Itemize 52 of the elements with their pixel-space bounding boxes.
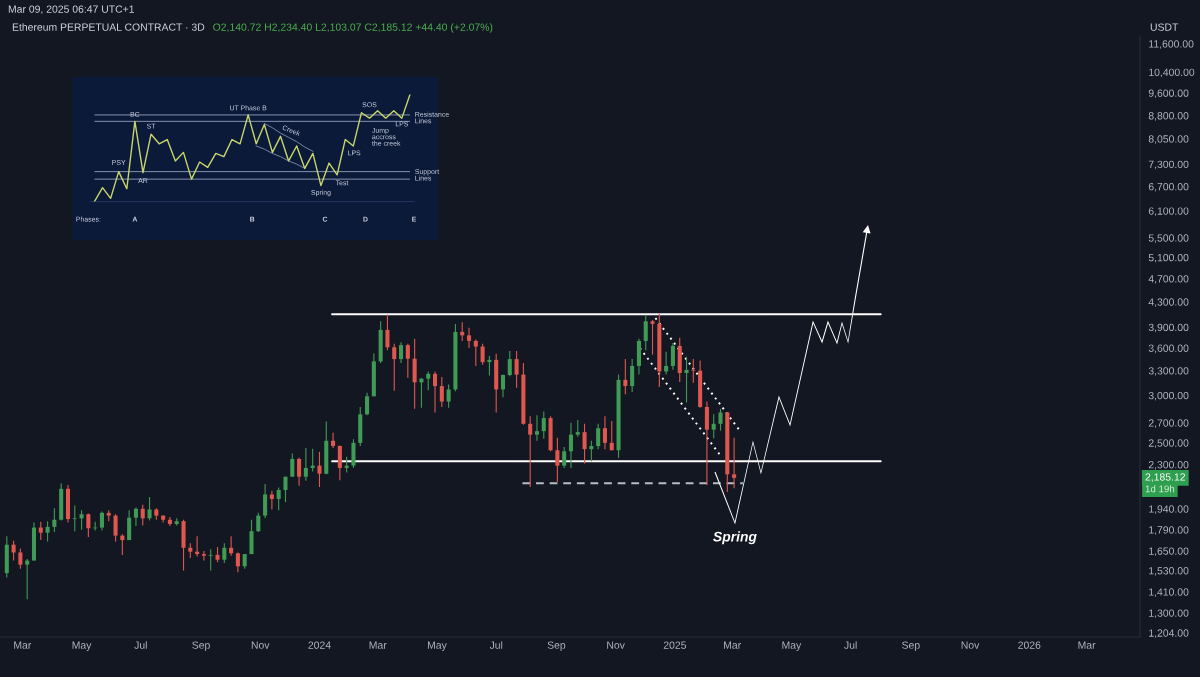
y-tick-label: 2,700.00 — [1148, 419, 1189, 428]
y-tick-label: 3,900.00 — [1148, 323, 1189, 333]
x-tick-label: Mar — [369, 641, 387, 649]
annotation: Spring — [713, 531, 757, 545]
x-tick-label: Mar — [14, 641, 32, 649]
chart-title: Ethereum PERPETUAL CONTRACT · 3D — [12, 23, 205, 31]
y-tick-label: 1,530.00 — [1149, 567, 1189, 576]
y-tick-label: 1,204.00 — [1149, 629, 1189, 638]
y-tick-label: 10,400.00 — [1149, 68, 1195, 78]
y-tick-label: 1,300.00 — [1149, 609, 1189, 619]
x-tick-label: Sep — [902, 641, 920, 651]
x-tick-label: Mar — [724, 641, 741, 649]
x-tick-label: Jul — [134, 641, 147, 649]
y-tick-label: 6,100.00 — [1148, 207, 1189, 216]
y-tick-label: 1,790.00 — [1149, 526, 1189, 535]
y-tick-label: 2,500.00 — [1148, 439, 1189, 448]
y-tick-label: 7,300.00 — [1148, 160, 1189, 170]
y-tick-label: 11,600.00 — [1149, 40, 1194, 49]
y-tick-label: 4,300.00 — [1148, 298, 1189, 307]
x-tick-label: Nov — [251, 641, 270, 649]
y-tick-label: 1,940.00 — [1149, 505, 1189, 514]
y-tick-label: 5,500.00 — [1148, 234, 1189, 243]
y-tick-label: 1,650.00 — [1149, 547, 1189, 557]
y-tick-label: 8,050.00 — [1148, 135, 1189, 144]
y-tick-label: 2,300.00 — [1148, 461, 1189, 470]
x-tick-label: Nov — [607, 641, 625, 649]
y-tick-label: 3,300.00 — [1148, 367, 1189, 376]
y-tick-label: 4,700.00 — [1148, 275, 1189, 284]
x-tick-label: 2025 — [663, 641, 687, 649]
text: Mar 09, 2025 06:47 UTC+1 — [8, 5, 135, 15]
text: 1d 19h — [1145, 485, 1175, 493]
y-tick-label: 5,100.00 — [1148, 253, 1189, 263]
x-tick-label: May — [427, 641, 447, 651]
x-tick-label: Jul — [844, 641, 857, 649]
y-tick-label: 8,800.00 — [1148, 112, 1189, 121]
y-tick-label: 3,000.00 — [1148, 391, 1189, 401]
y-axis-title: USDT — [1150, 23, 1179, 31]
text: O2,140.72 H2,234.40 L2,103.07 C2,185.12 +44.40 (+2.07%) — [213, 23, 493, 33]
x-tick-label: May — [72, 641, 92, 651]
x-tick-label: May — [782, 641, 802, 651]
x-tick-label: Sep — [547, 641, 566, 651]
y-tick-label: 6,700.00 — [1148, 182, 1189, 192]
x-tick-label: Sep — [192, 641, 210, 651]
x-tick-label: Jul — [489, 641, 503, 649]
y-tick-label: 9,600.00 — [1148, 89, 1189, 99]
text: 2,185.12 — [1145, 473, 1186, 482]
x-tick-label: Nov — [961, 641, 980, 649]
x-tick-label: 2024 — [308, 641, 331, 649]
y-tick-label: 3,600.00 — [1148, 344, 1189, 354]
y-tick-label: 1,410.00 — [1149, 588, 1189, 597]
x-tick-label: 2026 — [1018, 641, 1041, 649]
x-tick-label: Mar — [1078, 641, 1096, 649]
